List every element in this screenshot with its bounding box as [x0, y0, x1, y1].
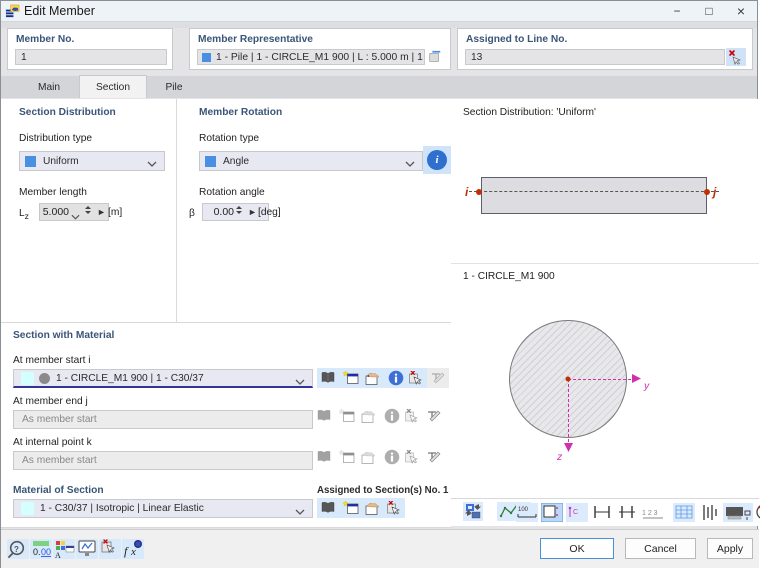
svg-text:?: ?	[14, 545, 19, 554]
svg-text:0.: 0.	[33, 547, 41, 557]
svg-text:00: 00	[41, 547, 51, 557]
svg-text:A: A	[55, 551, 61, 559]
svg-text:100: 100	[518, 507, 529, 513]
svg-text:x: x	[130, 546, 136, 558]
svg-text:1 2 3: 1 2 3	[642, 510, 658, 517]
svg-text:C: C	[573, 509, 578, 516]
